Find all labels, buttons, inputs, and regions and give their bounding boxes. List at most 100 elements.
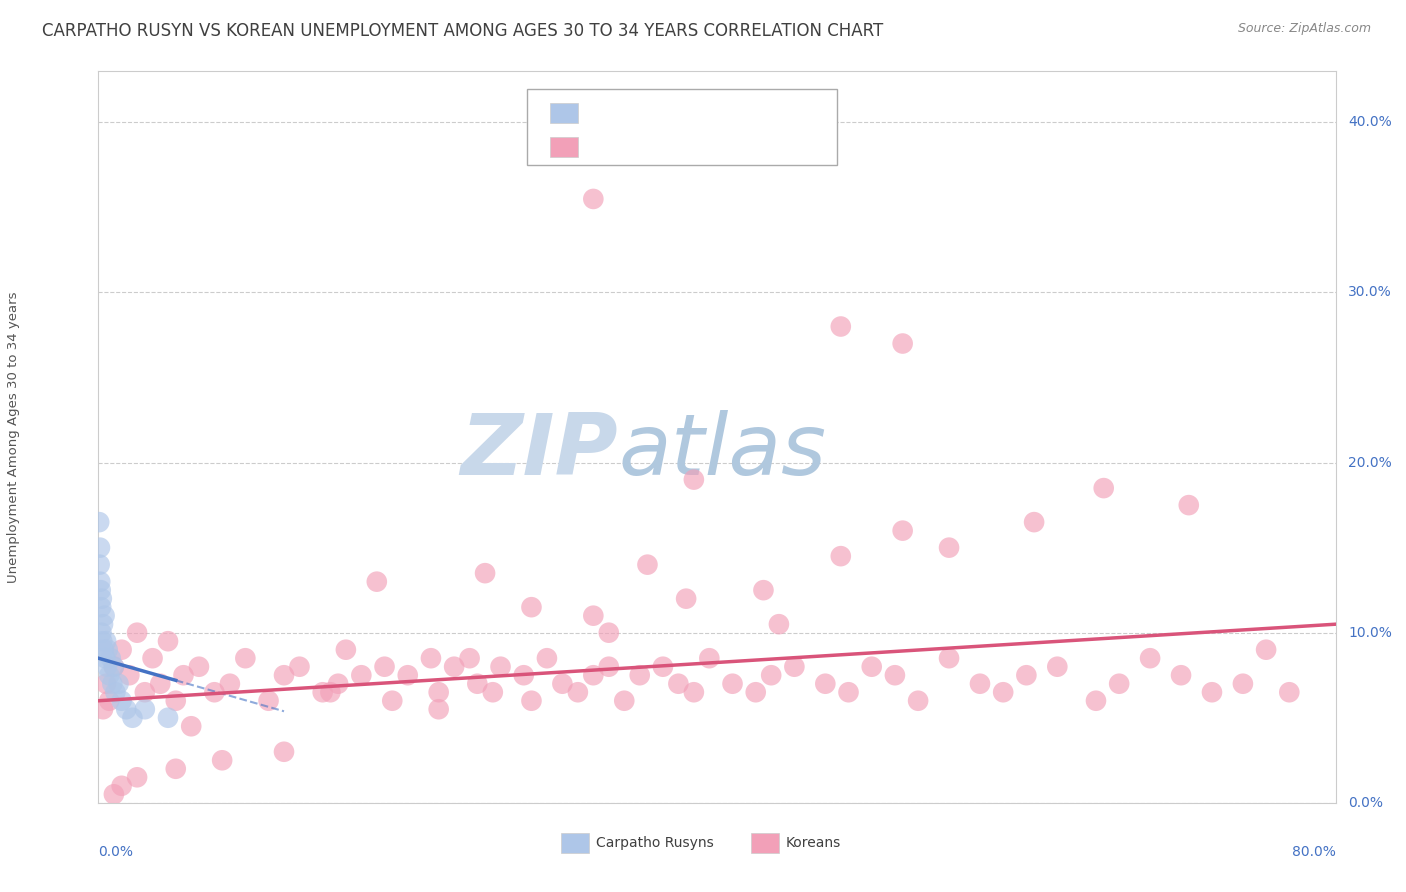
Point <box>683 685 706 699</box>
Point <box>458 651 481 665</box>
Point <box>96 634 118 648</box>
Point <box>335 642 357 657</box>
Text: 10.0%: 10.0% <box>1348 625 1392 640</box>
Point <box>520 694 543 708</box>
Point <box>94 651 117 665</box>
Point <box>98 694 121 708</box>
Point <box>582 668 605 682</box>
Point <box>768 617 790 632</box>
Point <box>481 685 505 699</box>
Point <box>89 515 111 529</box>
Point <box>107 677 129 691</box>
Text: Koreans: Koreans <box>786 836 841 850</box>
Point <box>814 677 837 691</box>
Point <box>90 625 112 640</box>
Point <box>860 659 883 673</box>
Point <box>489 659 512 673</box>
Point <box>567 685 589 699</box>
Text: 40.0%: 40.0% <box>1348 115 1392 129</box>
Point <box>103 659 125 673</box>
Point <box>1170 668 1192 682</box>
Text: Carpatho Rusyns: Carpatho Rusyns <box>596 836 714 850</box>
Point <box>257 694 280 708</box>
Point <box>582 608 605 623</box>
Point <box>666 677 689 691</box>
Point <box>1046 659 1069 673</box>
Point <box>474 566 496 581</box>
Point <box>467 677 489 691</box>
Point <box>111 642 132 657</box>
Point <box>1108 677 1130 691</box>
Text: Source: ZipAtlas.com: Source: ZipAtlas.com <box>1237 22 1371 36</box>
Point <box>273 745 295 759</box>
Point <box>1024 515 1046 529</box>
Point <box>134 702 156 716</box>
Point <box>96 659 118 673</box>
Point <box>104 685 127 699</box>
Point <box>172 668 194 682</box>
Point <box>219 677 242 691</box>
Point <box>683 473 706 487</box>
Point <box>115 702 138 716</box>
Text: R =  0.161   N = 93: R = 0.161 N = 93 <box>588 140 737 154</box>
Point <box>90 591 112 606</box>
Text: atlas: atlas <box>619 410 827 493</box>
Point <box>89 541 111 555</box>
Point <box>838 685 860 699</box>
Point <box>1015 668 1038 682</box>
Text: 20.0%: 20.0% <box>1348 456 1392 469</box>
Point <box>420 651 443 665</box>
Point <box>149 677 172 691</box>
Point <box>111 779 132 793</box>
Text: CARPATHO RUSYN VS KOREAN UNEMPLOYMENT AMONG AGES 30 TO 34 YEARS CORRELATION CHAR: CARPATHO RUSYN VS KOREAN UNEMPLOYMENT AM… <box>42 22 883 40</box>
Point <box>1085 694 1108 708</box>
Point <box>761 668 783 682</box>
Point <box>427 702 450 716</box>
Text: 30.0%: 30.0% <box>1348 285 1392 300</box>
Point <box>1092 481 1115 495</box>
Point <box>89 574 111 589</box>
Point <box>699 651 721 665</box>
Point <box>90 583 112 598</box>
Text: R = -0.194   N = 27: R = -0.194 N = 27 <box>588 106 738 120</box>
Point <box>211 753 233 767</box>
Point <box>141 651 165 665</box>
Point <box>969 677 991 691</box>
Point <box>520 600 543 615</box>
Point <box>652 659 675 673</box>
Point <box>288 659 311 673</box>
Point <box>613 694 636 708</box>
Point <box>98 668 121 682</box>
Point <box>121 711 143 725</box>
Point <box>366 574 388 589</box>
Point <box>628 668 651 682</box>
Point <box>1256 642 1278 657</box>
Point <box>1139 651 1161 665</box>
Point <box>598 625 620 640</box>
Point <box>157 634 180 648</box>
Point <box>752 583 775 598</box>
Point <box>891 524 914 538</box>
Point <box>350 668 373 682</box>
Point <box>312 685 335 699</box>
Point <box>745 685 768 699</box>
Point <box>319 685 342 699</box>
Point <box>180 719 202 733</box>
Point <box>89 558 111 572</box>
Point <box>396 668 419 682</box>
Point <box>127 770 149 784</box>
Point <box>443 659 465 673</box>
Point <box>427 685 450 699</box>
Point <box>101 677 124 691</box>
Point <box>326 677 350 691</box>
Point <box>134 685 156 699</box>
Text: 80.0%: 80.0% <box>1292 846 1336 859</box>
Point <box>381 694 404 708</box>
Point <box>993 685 1015 699</box>
Point <box>721 677 744 691</box>
Point <box>91 702 114 716</box>
Point <box>235 651 257 665</box>
Text: 0.0%: 0.0% <box>1348 796 1384 810</box>
Point <box>830 549 852 563</box>
Point <box>127 625 149 640</box>
